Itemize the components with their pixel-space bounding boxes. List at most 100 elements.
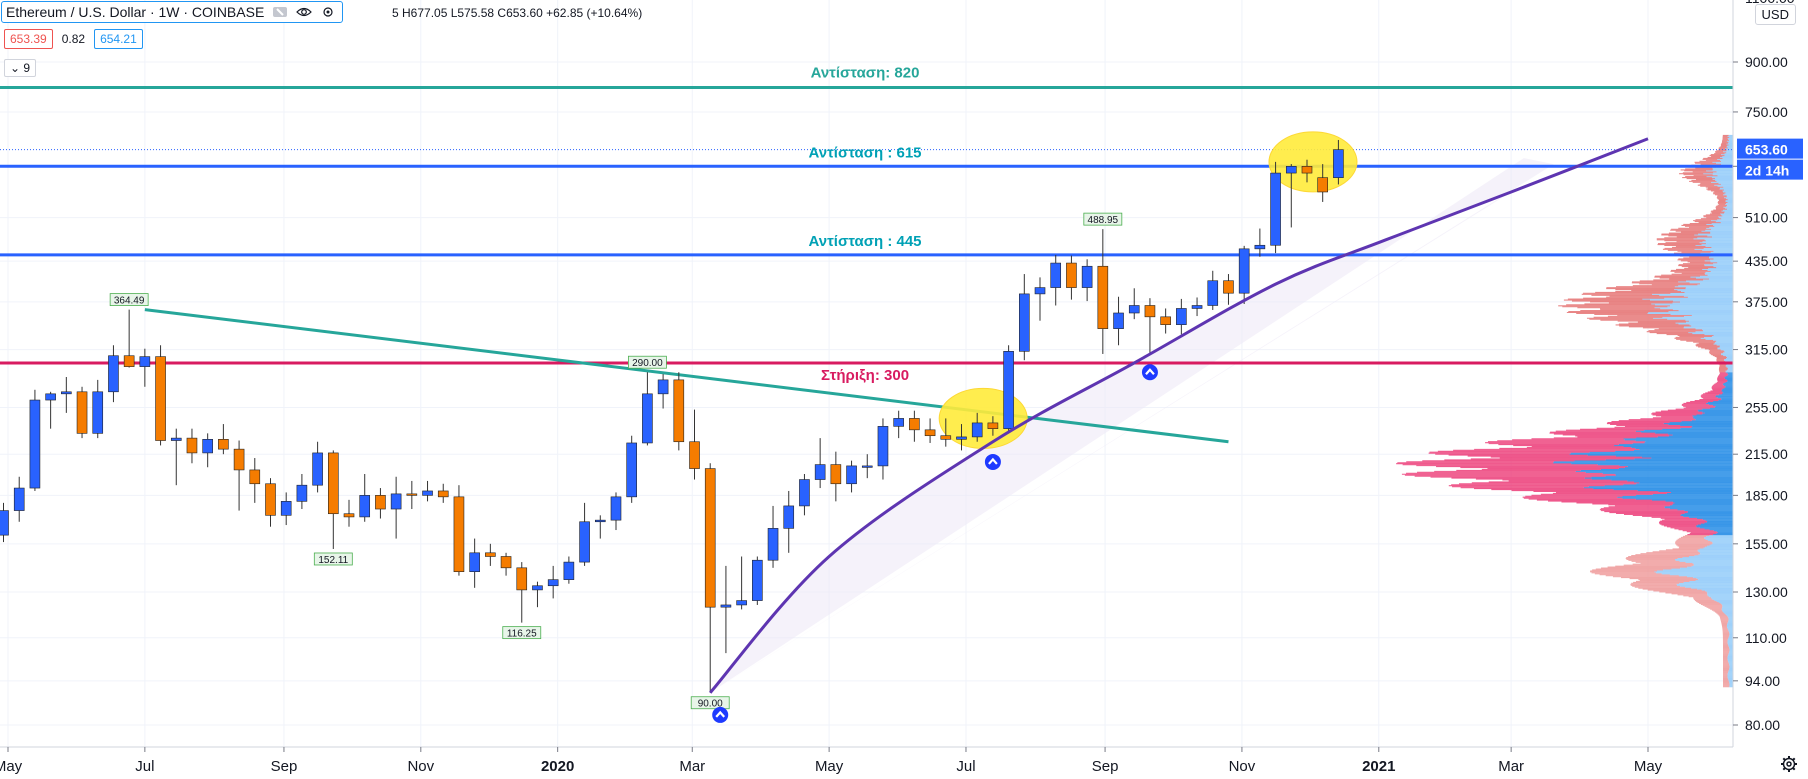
candle[interactable] (814, 438, 826, 489)
candle[interactable] (1066, 255, 1077, 300)
candle[interactable] (155, 345, 166, 446)
candle[interactable] (265, 478, 276, 527)
candle[interactable] (1019, 274, 1030, 361)
candle[interactable] (249, 458, 261, 503)
ask-price[interactable]: 654.21 (94, 29, 143, 49)
candle[interactable] (547, 565, 559, 599)
candle[interactable] (940, 418, 952, 447)
candle[interactable] (909, 410, 920, 442)
candle[interactable] (704, 463, 716, 693)
candle[interactable] (1270, 161, 1281, 254)
candle[interactable] (437, 483, 449, 503)
candle[interactable] (29, 389, 41, 491)
candle[interactable] (233, 440, 245, 511)
support-curve[interactable] (709, 137, 1649, 694)
hide-icon[interactable] (272, 5, 288, 19)
candle[interactable] (61, 376, 72, 413)
candle[interactable] (799, 474, 810, 516)
candle[interactable] (1144, 298, 1156, 354)
candle[interactable] (956, 424, 967, 451)
candle[interactable] (689, 409, 700, 480)
candle[interactable] (375, 488, 386, 519)
candle[interactable] (170, 428, 182, 486)
candle[interactable] (579, 502, 590, 566)
candle[interactable] (610, 492, 622, 531)
candle[interactable] (280, 492, 292, 526)
candle[interactable] (0, 502, 9, 543)
settings-icon[interactable] (320, 5, 336, 19)
candle[interactable] (76, 386, 88, 439)
candle[interactable] (1003, 345, 1014, 434)
eye-icon[interactable] (296, 5, 313, 19)
candle[interactable] (861, 454, 873, 479)
trendline[interactable] (144, 308, 1229, 444)
candle[interactable] (1207, 270, 1219, 310)
candle[interactable] (218, 424, 229, 455)
candle[interactable] (1333, 139, 1344, 185)
candle[interactable] (642, 372, 653, 446)
candle[interactable] (657, 374, 669, 409)
candle[interactable] (783, 490, 795, 553)
candle[interactable] (1223, 274, 1234, 305)
candle[interactable] (1081, 259, 1093, 302)
candle[interactable] (390, 476, 402, 539)
candle[interactable] (469, 538, 480, 588)
candle[interactable] (626, 435, 637, 503)
candle-body (877, 426, 889, 467)
candle[interactable] (1285, 164, 1297, 228)
candle[interactable] (485, 543, 496, 566)
candle[interactable] (45, 391, 56, 429)
currency-button[interactable]: USD (1754, 4, 1796, 25)
candle[interactable] (893, 410, 904, 439)
candle[interactable] (1034, 277, 1046, 321)
candle[interactable] (1238, 245, 1250, 305)
candle[interactable] (343, 499, 355, 527)
indicator-toggle[interactable]: ⌄ 9 (4, 59, 37, 77)
candle[interactable] (1254, 228, 1266, 257)
candle[interactable] (108, 345, 119, 403)
candle[interactable] (752, 556, 763, 605)
candle[interactable] (736, 556, 747, 610)
candle[interactable] (139, 348, 151, 387)
candle[interactable] (1301, 159, 1313, 183)
candle[interactable] (1050, 254, 1062, 306)
symbol-legend[interactable]: Ethereum / U.S. Dollar · 1W · COINBASE (1, 1, 344, 23)
candle[interactable] (453, 485, 465, 576)
bid-price[interactable]: 653.39 (4, 29, 53, 49)
candle[interactable] (13, 476, 25, 522)
candle[interactable] (971, 412, 983, 442)
candle[interactable] (312, 441, 323, 493)
candle[interactable] (1113, 296, 1124, 346)
candle[interactable] (532, 581, 543, 608)
candle[interactable] (92, 379, 104, 439)
candle[interactable] (673, 372, 685, 451)
candle[interactable] (516, 562, 528, 623)
candle[interactable] (720, 565, 732, 654)
candle[interactable] (296, 474, 308, 510)
candle[interactable] (1160, 308, 1171, 334)
candle[interactable] (123, 309, 135, 368)
gear-icon[interactable] (1780, 755, 1798, 773)
candle-body (186, 437, 198, 454)
candle[interactable] (594, 515, 606, 539)
candle[interactable] (500, 552, 512, 576)
candle[interactable] (767, 505, 779, 568)
candle[interactable] (422, 480, 433, 502)
candle[interactable] (1191, 297, 1203, 317)
candle[interactable] (1176, 298, 1187, 335)
candle[interactable] (1128, 288, 1140, 320)
candle[interactable] (1317, 164, 1328, 202)
candle[interactable] (328, 450, 339, 549)
candle[interactable] (563, 556, 575, 584)
candle[interactable] (202, 433, 213, 468)
candle[interactable] (1097, 229, 1109, 354)
candle[interactable] (359, 474, 371, 522)
candle[interactable] (924, 418, 936, 443)
candle[interactable] (830, 451, 842, 502)
candle[interactable] (877, 418, 889, 480)
candle[interactable] (186, 428, 198, 464)
candle[interactable] (846, 460, 857, 493)
candle[interactable] (987, 416, 999, 436)
candle[interactable] (406, 480, 418, 510)
